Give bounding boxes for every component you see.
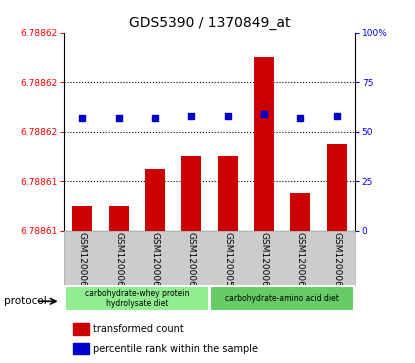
Bar [210,286,354,311]
Bar [73,343,89,354]
Bar [327,144,347,231]
Text: carbohydrate-amino acid diet: carbohydrate-amino acid diet [225,294,339,303]
Point [188,113,195,119]
Point [115,115,122,121]
Bar [181,156,201,231]
Bar [254,57,274,231]
Text: GSM1200063: GSM1200063 [78,232,87,293]
Text: GSM1200062: GSM1200062 [332,232,341,293]
Text: percentile rank within the sample: percentile rank within the sample [93,343,259,354]
Text: carbohydrate-whey protein
hydrolysate diet: carbohydrate-whey protein hydrolysate di… [85,289,189,308]
Text: GSM1200060: GSM1200060 [259,232,269,293]
Text: transformed count: transformed count [93,324,184,334]
Bar [218,156,238,231]
Point [333,113,340,119]
Text: GSM1200065: GSM1200065 [151,232,160,293]
Point [79,115,86,121]
Bar [73,206,93,231]
Point [261,111,267,117]
Text: GSM1200064: GSM1200064 [114,232,123,293]
Text: GSM1200059: GSM1200059 [223,232,232,293]
Text: protocol: protocol [4,296,47,306]
Bar [109,206,129,231]
Bar [65,286,209,311]
Text: GSM1200061: GSM1200061 [296,232,305,293]
Point [297,115,304,121]
Point [152,115,159,121]
Point [225,113,231,119]
Bar [290,193,310,231]
Title: GDS5390 / 1370849_at: GDS5390 / 1370849_at [129,16,290,30]
Bar [73,323,89,335]
Text: GSM1200066: GSM1200066 [187,232,196,293]
Bar [145,169,165,231]
